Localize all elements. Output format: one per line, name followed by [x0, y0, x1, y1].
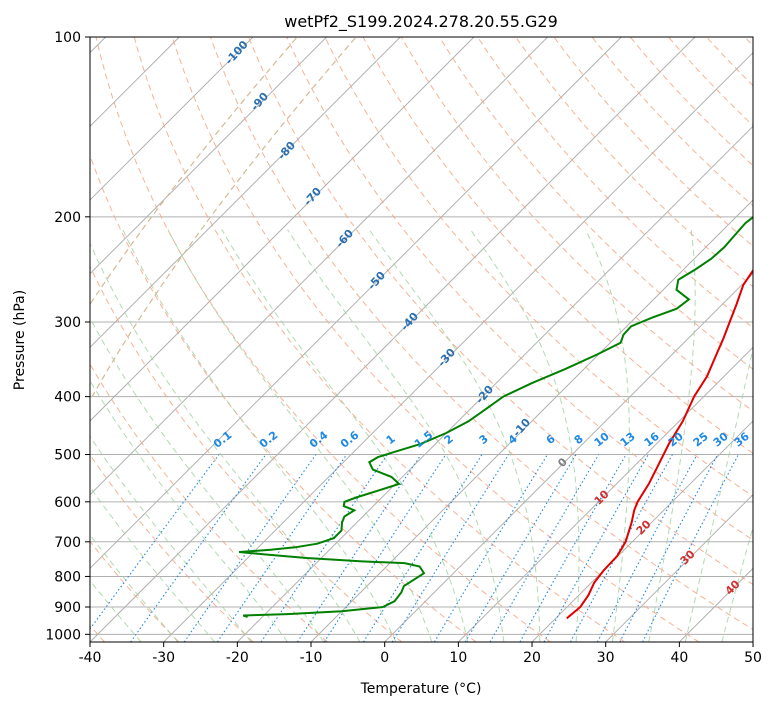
moist-adiabat-line [221, 229, 469, 642]
isotherm-line [90, 37, 696, 642]
dry-adiabat-line [248, 37, 753, 585]
x-tick-label: -20 [226, 650, 249, 666]
isotherm-line [90, 37, 328, 275]
y-tick-label: 100 [54, 30, 81, 46]
dry-adiabat-line [133, 37, 625, 642]
x-tick-label: -40 [79, 650, 102, 666]
dry-adiabat-line [210, 37, 753, 631]
x-tick-label: -10 [300, 650, 323, 666]
x-tick-label: 40 [670, 650, 688, 666]
isotherm-line [384, 272, 753, 642]
dry-adiabat-line [477, 37, 753, 329]
plot-area [90, 37, 753, 642]
y-tick-label: 1000 [45, 627, 81, 643]
dry-adiabat-line [90, 265, 403, 642]
dry-adiabat-line [90, 154, 477, 642]
y-tick-label: 300 [54, 315, 81, 331]
isotherm-line [605, 493, 753, 642]
mixing-ratio-line [90, 454, 220, 630]
moist-adiabat-line [90, 242, 361, 642]
y-tick-label: 900 [54, 600, 81, 616]
dry-adiabat-line [400, 37, 753, 412]
mixing-ratio-line [130, 454, 267, 642]
mixing-ratio-line [260, 454, 388, 642]
moist-adiabat-line [90, 486, 215, 642]
x-tick-label: 20 [523, 650, 541, 666]
y-tick-label: 600 [54, 495, 81, 511]
y-tick-label: 800 [54, 569, 81, 585]
isotherm-line [457, 346, 753, 642]
moist-adiabat-line [368, 229, 541, 642]
x-tick-label: 30 [597, 650, 615, 666]
mixing-ratio-line [596, 454, 698, 642]
chart-title: wetPf2_S199.2024.278.20.55.G29 [284, 12, 558, 32]
isotherm-line [90, 37, 549, 496]
x-tick-label: 50 [744, 650, 762, 666]
isotherm-line [90, 37, 254, 201]
mixing-ratio-line [519, 454, 627, 642]
y-tick-label: 400 [54, 390, 81, 406]
x-axis-label: Temperature (°C) [360, 681, 482, 697]
dry-adiabat-line [171, 37, 700, 642]
y-tick-label: 700 [54, 535, 81, 551]
y-axis-label: Pressure (hPa) [12, 290, 28, 390]
isotherm-line [90, 37, 401, 349]
moist-adiabat-line [684, 345, 753, 642]
mixing-ratio-line [216, 454, 348, 642]
x-tick-label: -30 [152, 650, 175, 666]
dry-adiabat-line [90, 453, 254, 642]
plot-frame [89, 36, 754, 643]
moist-adiabat-line [122, 229, 397, 642]
dry-adiabat-line [286, 37, 753, 541]
profile-lines [238, 215, 753, 620]
isotherm-line [531, 420, 753, 642]
y-tick-label: 500 [54, 448, 81, 464]
axes: -40 -30 -20 -10 0 10 20 30 40 50 1000 900 800 700 600 5… [45, 30, 762, 666]
dry-adiabat-line [324, 37, 753, 498]
dry-adiabat-line [515, 37, 753, 288]
dry-adiabat-line [90, 363, 328, 642]
dry-adiabat-line [362, 37, 753, 454]
moist-adiabat-line [584, 229, 630, 642]
isotherm-line [90, 37, 622, 570]
profile-line-1 [566, 268, 753, 620]
mixing-ratio-line [183, 454, 317, 642]
x-tick-label: 0 [380, 650, 389, 666]
mixing-ratio-line [433, 454, 548, 642]
dry-adiabat-line [438, 37, 753, 370]
mixing-ratio-line [464, 454, 577, 642]
mixing-ratio-line [570, 454, 673, 642]
background-lines [90, 37, 753, 642]
profile-line-2 [238, 215, 753, 618]
y-tick-label: 200 [54, 210, 81, 226]
mixing-ratio-line [323, 454, 447, 642]
moist-adiabat-line [90, 435, 252, 642]
x-tick-label: 10 [449, 650, 467, 666]
isotherm-line [163, 51, 753, 642]
isotherm-line [90, 37, 475, 422]
moist-adiabat-line [286, 229, 505, 642]
moist-adiabat-line [648, 229, 696, 642]
mixing-ratio-line [297, 454, 422, 642]
mixing-ratio-line [489, 454, 600, 642]
isotherm-line [752, 641, 753, 642]
moist-adiabat-line [469, 229, 580, 642]
isotherm-line [236, 125, 753, 642]
isotherm-line [310, 199, 753, 642]
